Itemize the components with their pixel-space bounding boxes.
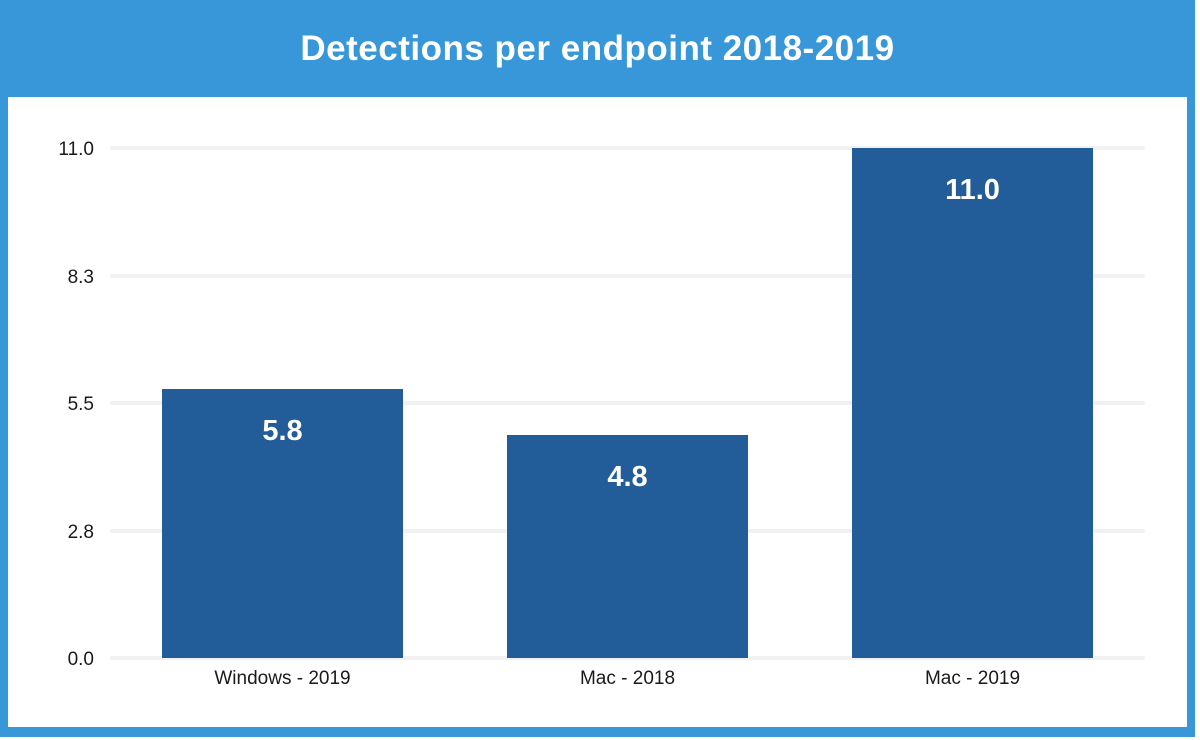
gridline [110,146,1145,150]
bar-band: 11.0 [800,148,1145,658]
x-axis-labels: Windows - 2019 Mac - 2018 Mac - 2019 [110,660,1145,690]
bar-band: 4.8 [455,148,800,658]
header-bar: Detections per endpoint 2018-2019 [0,0,1195,97]
bar: 4.8 [506,435,749,658]
y-tick-label: 5.5 [67,394,94,415]
bar: 11.0 [851,148,1094,658]
x-tick-label: Mac - 2018 [579,668,676,689]
gridline [110,401,1145,405]
chart-canvas: 0.0 2.8 5.5 8.3 11.0 5.8 4.8 11.0 Windows - 201… [8,97,1187,727]
x-tick-label: Mac - 2019 [924,668,1021,689]
bar-value-label: 4.8 [607,461,648,494]
bar-value-label: 11.0 [945,174,1000,206]
y-tick-label: 0.0 [67,649,94,670]
plot-area: 0.0 2.8 5.5 8.3 11.0 5.8 4.8 11.0 [58,139,1145,670]
chart-title: Detections per endpoint 2018-2019 [300,28,895,68]
bar-value-label: 5.8 [262,415,303,448]
y-tick-label: 2.8 [67,521,94,543]
bar-band: 5.8 [110,148,455,658]
bar: 5.8 [161,389,404,658]
gridline [110,656,1145,660]
bar-series: 5.8 4.8 11.0 [110,148,1145,658]
y-tick-label: 8.3 [67,266,94,288]
y-tick-label: 11.0 [58,139,94,160]
gridline [110,273,1145,278]
x-tick-label: Windows - 2019 [214,668,351,689]
